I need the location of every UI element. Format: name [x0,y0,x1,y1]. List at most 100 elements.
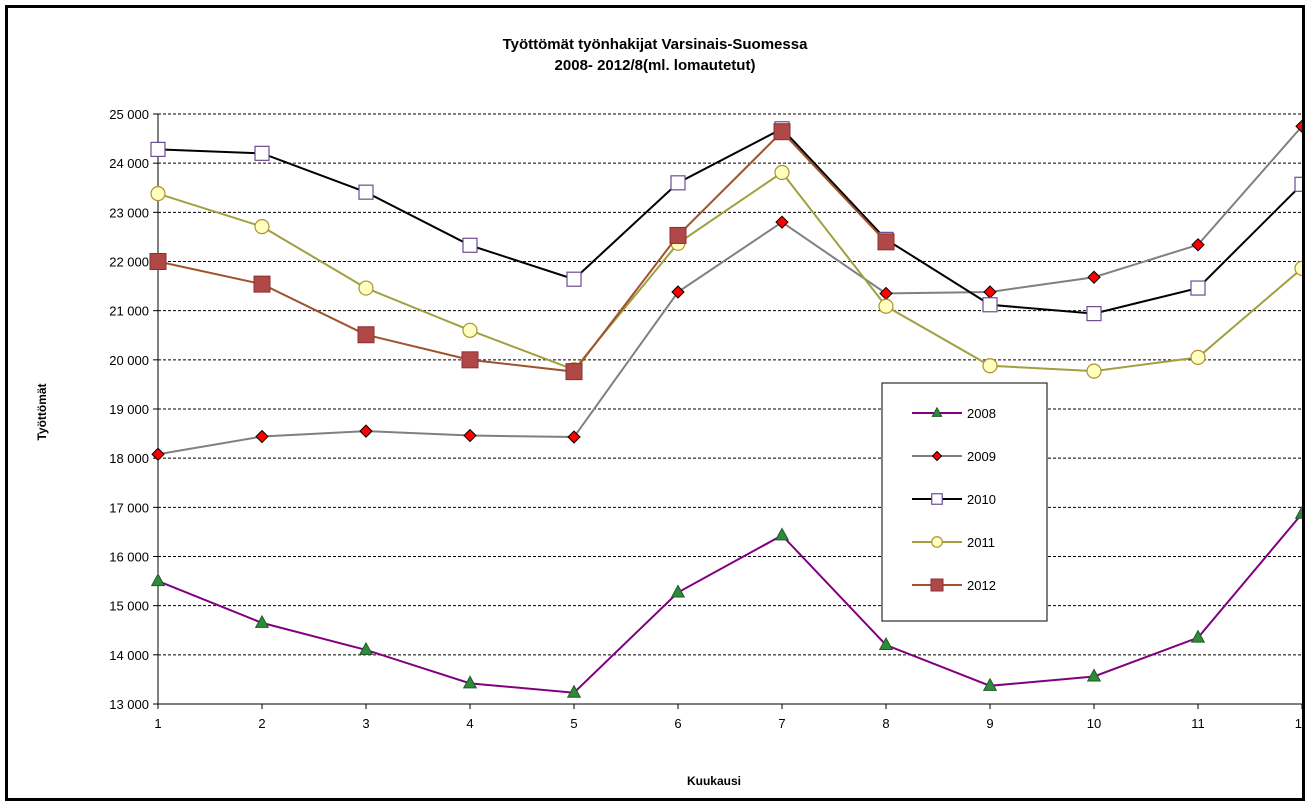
marker-triangle [982,677,998,691]
x-tick-label: 8 [882,716,889,731]
marker-circle [1294,260,1302,276]
y-tick-label: 24 000 [109,156,149,171]
series-2012 [149,123,895,381]
marker-circle [150,186,166,202]
marker-square-open [1086,306,1102,322]
marker-square-open [931,493,943,505]
legend-label: 2011 [967,535,995,550]
series-line-2009 [157,125,1302,456]
chart-title-line1: Työttömät työnhakijat Varsinais-Suomessa [503,36,808,53]
series-line-2010 [157,127,1302,315]
marker-square [565,363,583,381]
marker-square [461,351,479,369]
marker-diamond [1295,119,1302,133]
x-tick-label: 6 [674,716,681,731]
marker-square [877,233,895,251]
y-tick-label: 21 000 [109,304,149,319]
x-tick-label: 7 [778,716,785,731]
x-axis-label: Kuukausi [687,774,741,788]
marker-square-open [1294,176,1302,192]
y-tick-label: 17 000 [109,500,149,515]
legend-item-2010: 2010 [912,492,996,507]
marker-diamond [1087,270,1101,284]
y-tick-label: 22 000 [109,255,149,270]
marker-square-open [982,297,998,313]
marker-triangle [670,584,686,598]
marker-square-open [358,184,374,200]
legend-label: 2010 [967,492,996,507]
marker-triangle [254,614,270,628]
marker-circle [982,358,998,374]
legend-box [881,382,1048,622]
marker-circle [1086,363,1102,379]
marker-square-open [1190,280,1206,296]
legend-label: 2009 [967,449,996,464]
series-layer [149,119,1302,698]
x-tick-label: 9 [986,716,993,731]
y-axis-label: Työttömät [35,383,49,440]
x-tick-label: 3 [362,716,369,731]
marker-triangle [1294,505,1302,519]
chart-frame: Työttömät työnhakijat Varsinais-Suomessa… [5,5,1305,801]
legend-item-2008: 2008 [912,406,996,421]
x-tick-label: 2 [258,716,265,731]
line-chart: Työttömät työnhakijat Varsinais-Suomessa… [35,36,1302,788]
marker-diamond [151,447,165,461]
marker-circle [462,322,478,338]
legend-item-2011: 2011 [912,535,995,550]
legend: 2008 2009 2010 2011 2012 [881,382,1048,622]
marker-circle [878,298,894,314]
marker-square [669,226,687,244]
legend-item-2009: 2009 [912,449,996,464]
marker-triangle [1190,629,1206,643]
marker-diamond [775,215,789,229]
marker-square [773,123,791,141]
marker-triangle [566,684,582,698]
marker-diamond [463,428,477,443]
series-line-2011 [157,171,1302,373]
marker-diamond [931,450,943,462]
legend-label: 2008 [967,406,996,421]
marker-square [357,326,375,344]
y-tick-label: 20 000 [109,353,149,368]
series-2011 [150,164,1302,379]
x-tick-label: 1 [154,716,161,731]
marker-diamond [359,424,373,438]
series-2010 [150,121,1302,322]
x-tick-label: 5 [570,716,577,731]
x-tick-label: 12 [1295,716,1302,731]
marker-diamond [671,285,685,299]
y-axis-ticks: 13 000 14 000 15 000 16 000 17 000 18 000 19 0… [109,107,158,712]
marker-diamond [983,285,997,299]
x-axis-ticks: 123456789101112 [154,704,1302,731]
marker-square-open [150,141,166,157]
marker-circle [1190,349,1206,365]
marker-triangle [462,675,478,689]
y-tick-label: 23 000 [109,205,149,220]
marker-diamond [879,286,893,301]
x-tick-label: 11 [1191,716,1205,731]
marker-square [149,253,167,270]
marker-triangle [774,527,790,541]
marker-square-open [254,145,270,161]
marker-triangle [358,641,374,655]
x-tick-label: 4 [466,716,473,731]
series-line-2008 [157,513,1302,694]
marker-square-open [462,237,478,253]
series-line-2012 [157,130,887,373]
x-tick-label: 10 [1087,716,1101,731]
marker-square [253,275,271,293]
marker-square-open [670,175,686,191]
marker-triangle [931,406,943,417]
legend-item-2012: 2012 [912,578,996,593]
marker-circle [358,280,374,296]
legend-label: 2012 [967,578,996,593]
y-tick-label: 16 000 [109,550,149,565]
marker-diamond [1191,238,1205,252]
marker-triangle [1086,668,1102,682]
y-tick-label: 14 000 [109,648,149,663]
marker-circle [254,218,270,235]
y-tick-label: 15 000 [109,599,149,614]
gridlines [158,113,1302,656]
marker-circle [774,164,790,181]
